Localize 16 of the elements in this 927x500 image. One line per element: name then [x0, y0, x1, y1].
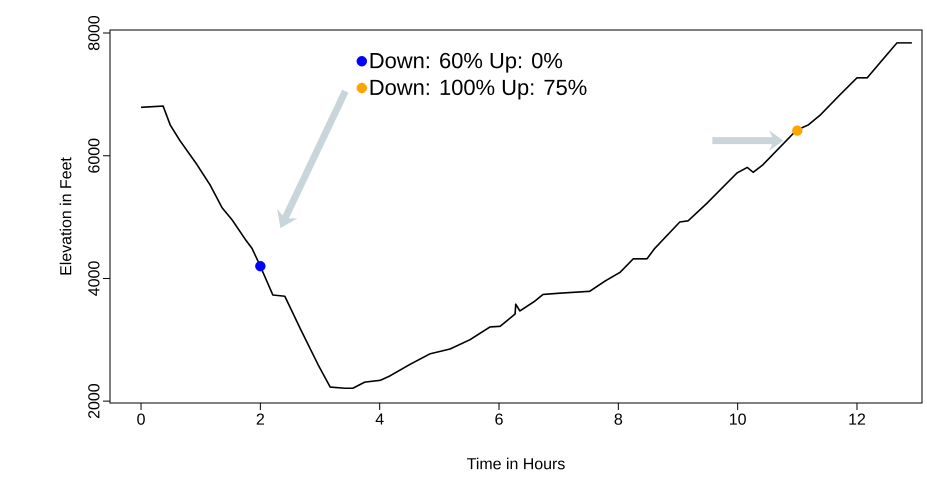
x-tick-label: 12 [849, 414, 866, 425]
y-axis-title: Elevation in Feet [60, 157, 72, 275]
x-tick-label: 6 [495, 414, 503, 425]
y-tick-label: 8000 [88, 16, 100, 50]
x-tick-label: 8 [614, 414, 622, 425]
y-tick-label: 4000 [88, 261, 100, 296]
legend-label: Down: 60% Up: 0% [370, 52, 562, 73]
x-tick-label: 2 [256, 414, 264, 425]
y-tick-label: 2000 [88, 384, 100, 418]
x-axis-title: Time in Hours [467, 458, 565, 470]
x-tick-label: 10 [730, 414, 746, 425]
x-tick-label: 4 [376, 414, 384, 424]
x-tick-label: 0 [137, 414, 145, 425]
y-tick-label: 6000 [88, 138, 100, 173]
legend-label: Down: 100% Up: 75% [370, 80, 586, 100]
line-series [140, 42, 913, 390]
